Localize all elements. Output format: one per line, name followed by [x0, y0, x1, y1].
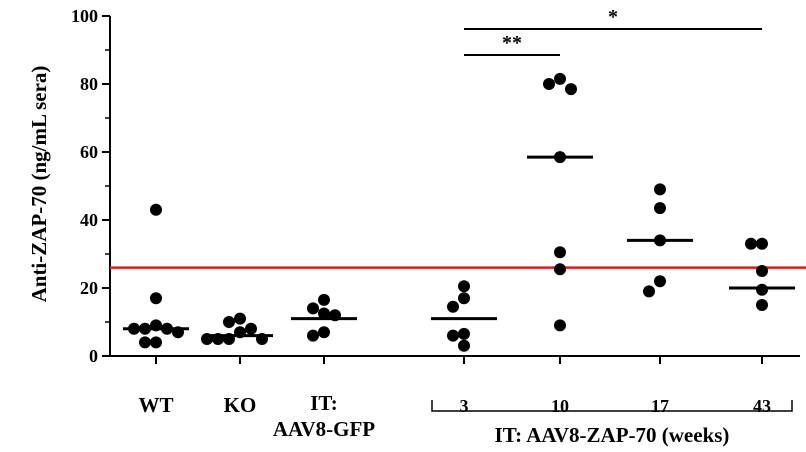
- data-point: [245, 322, 257, 335]
- data-point: [150, 292, 162, 305]
- data-point: [447, 329, 459, 342]
- y-tick-label: 60: [80, 142, 98, 162]
- data-point: [756, 283, 768, 296]
- data-point: [458, 280, 470, 293]
- x-tick-label: AAV8-GFP: [273, 417, 375, 441]
- data-point: [554, 246, 566, 259]
- group-bracket-line: [431, 400, 793, 412]
- data-point: [234, 312, 246, 325]
- x-tick-label: 3: [460, 396, 469, 416]
- x-tick-label: WT: [138, 393, 173, 417]
- data-point: [745, 237, 757, 250]
- data-point: [543, 78, 555, 90]
- points-layer: [128, 72, 768, 352]
- y-axis: 0 20 40 60 80 100: [71, 6, 111, 366]
- x-tick-label: IT:: [310, 391, 338, 415]
- significance-layer: ***: [464, 6, 762, 56]
- data-point: [458, 292, 470, 305]
- data-point: [756, 299, 768, 311]
- data-point: [458, 327, 470, 340]
- significance-label: **: [502, 32, 522, 54]
- y-tick-label: 40: [80, 210, 98, 230]
- data-point: [139, 336, 151, 349]
- x-tick-label: 10: [551, 396, 569, 416]
- data-point: [307, 302, 319, 315]
- data-point: [458, 339, 470, 352]
- data-point: [150, 203, 162, 216]
- data-point: [318, 307, 330, 320]
- x-tick-label: 43: [753, 396, 771, 416]
- y-tick-label: 80: [80, 74, 98, 94]
- significance-label: *: [608, 6, 618, 28]
- medians-layer: [123, 155, 795, 338]
- data-point: [643, 285, 655, 298]
- y-tick-label: 100: [71, 6, 98, 26]
- data-point: [554, 72, 566, 85]
- data-point: [756, 265, 768, 277]
- data-point: [756, 237, 768, 250]
- data-point: [447, 300, 459, 313]
- y-tick-label: 20: [80, 278, 98, 298]
- data-point: [150, 336, 162, 349]
- data-point: [654, 183, 666, 196]
- y-axis-label: Anti-ZAP-70 (ng/mL sera): [27, 66, 51, 303]
- x-axis: WT KO IT:AAV8-GFP 3 10 17 43: [110, 355, 800, 441]
- data-point: [223, 316, 235, 328]
- data-point: [554, 263, 566, 276]
- group-bracket: IT: AAV8-ZAP-70 (weeks): [431, 400, 793, 447]
- data-point: [307, 329, 319, 342]
- data-point: [318, 293, 330, 306]
- y-tick-label: 0: [89, 346, 98, 366]
- data-point: [654, 202, 666, 215]
- data-point: [318, 326, 330, 339]
- data-point: [554, 319, 566, 332]
- x-tick-label: 17: [651, 396, 669, 416]
- group-bracket-label: IT: AAV8-ZAP-70 (weeks): [495, 423, 730, 447]
- data-point: [565, 83, 577, 96]
- data-point: [654, 275, 666, 288]
- x-tick-label: KO: [224, 393, 257, 417]
